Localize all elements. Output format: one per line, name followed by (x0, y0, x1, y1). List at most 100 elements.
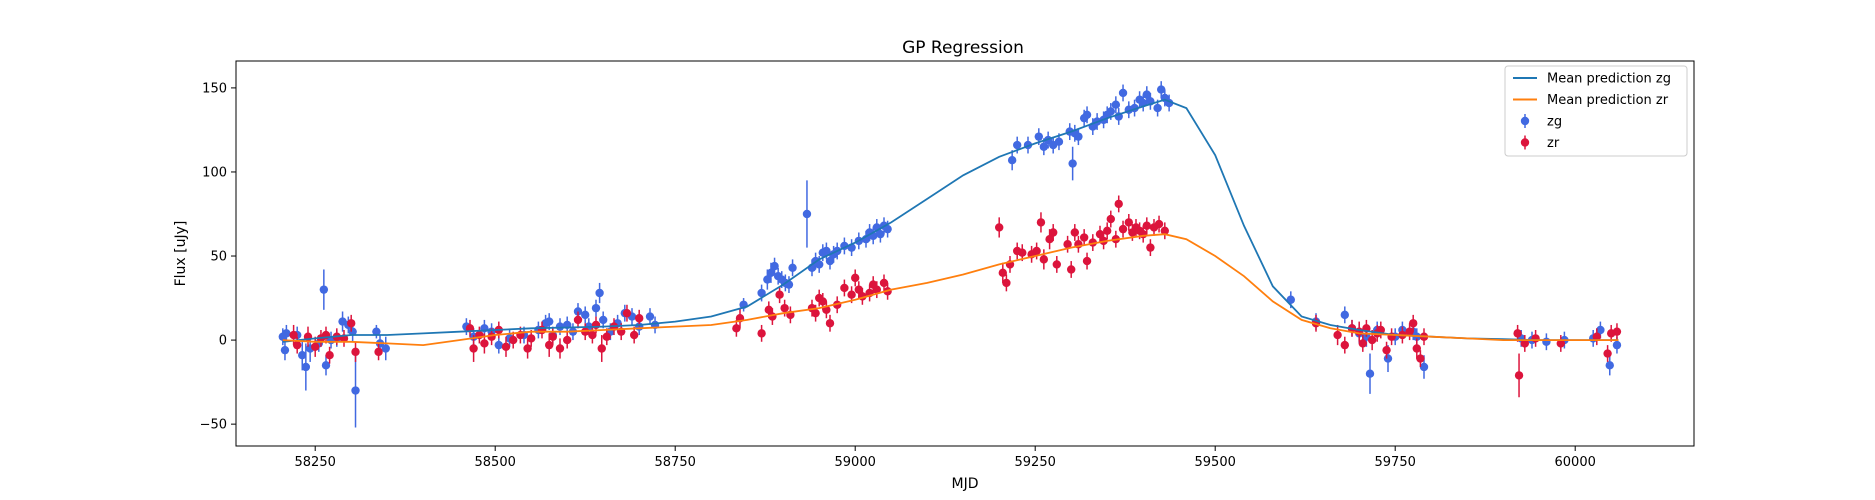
data-point (818, 297, 827, 306)
data-point (1124, 218, 1134, 227)
data-point (469, 344, 478, 353)
data-point (1612, 327, 1622, 336)
data-point (591, 303, 601, 313)
data-point (775, 290, 784, 299)
data-point (825, 256, 835, 266)
y-tick-label: 0 (219, 334, 227, 349)
data-point (757, 329, 766, 338)
data-point (1383, 354, 1393, 363)
data-point (1513, 329, 1522, 338)
data-point (1074, 132, 1083, 141)
series-zg (278, 81, 1622, 428)
data-point (282, 329, 291, 338)
data-point (1070, 228, 1080, 237)
data-point (494, 340, 503, 350)
data-point (1045, 235, 1054, 244)
data-point (1605, 361, 1614, 370)
data-point (847, 290, 856, 299)
data-point (301, 362, 311, 372)
data-point (1153, 103, 1162, 113)
data-point (1039, 255, 1049, 264)
data-point (1054, 137, 1064, 146)
data-point (1034, 132, 1044, 141)
data-point (523, 344, 532, 353)
legend-marker (1520, 138, 1530, 147)
data-point (1409, 319, 1418, 328)
data-point (1063, 240, 1072, 249)
data-point (1049, 228, 1058, 237)
legend: Mean prediction zg Mean prediction zr zg zr (1504, 65, 1688, 157)
data-point (298, 351, 307, 360)
y-tick-label: −50 (200, 418, 227, 433)
data-point (851, 273, 860, 283)
data-point (1118, 88, 1128, 98)
data-point (1142, 90, 1152, 99)
data-point (825, 319, 835, 328)
series-layer (278, 81, 1622, 428)
data-point (1082, 110, 1092, 119)
legend-label: Mean prediction zr (1547, 93, 1669, 108)
data-point (883, 224, 892, 234)
data-point (1596, 325, 1605, 335)
data-point (1146, 243, 1155, 252)
y-axis-label: Flux [uJy] (173, 221, 189, 287)
data-point (1603, 349, 1612, 358)
data-point (597, 344, 606, 353)
data-point (480, 339, 489, 348)
data-point (1531, 334, 1540, 343)
data-point (770, 261, 779, 271)
data-point (1079, 233, 1089, 242)
data-point (1412, 344, 1422, 353)
data-point (293, 340, 302, 350)
plot-frame (235, 60, 1695, 447)
data-point (764, 305, 773, 315)
data-point (1013, 140, 1022, 150)
legend-label: zr (1547, 136, 1560, 151)
data-point (1095, 229, 1105, 239)
data-point (635, 314, 644, 323)
legend-box (1504, 65, 1688, 157)
data-point (822, 246, 831, 256)
data-point (780, 303, 789, 313)
data-point (876, 229, 885, 239)
data-point (555, 322, 565, 331)
data-point (325, 351, 334, 360)
data-point (527, 334, 536, 343)
x-axis-label: MJD (952, 476, 979, 492)
data-point (1052, 260, 1062, 269)
data-point (351, 347, 360, 357)
data-point (1114, 199, 1123, 209)
data-point (1358, 339, 1368, 348)
data-point (1514, 371, 1524, 380)
data-point (1365, 369, 1375, 378)
data-point (1039, 142, 1049, 151)
data-point (537, 325, 547, 335)
data-point (1542, 337, 1551, 346)
data-point (1018, 248, 1027, 257)
data-point (1111, 100, 1121, 109)
data-point (629, 330, 639, 340)
data-point (1142, 221, 1152, 230)
data-point (811, 308, 820, 318)
data-point (815, 260, 824, 269)
x-tick-label: 60000 (1555, 455, 1596, 470)
series-line (282, 98, 1619, 343)
data-point (1340, 310, 1350, 320)
data-point (311, 342, 320, 352)
data-point (1367, 335, 1377, 345)
data-point (289, 330, 298, 340)
data-point (1612, 340, 1622, 350)
y-tick-label: 50 (210, 250, 227, 265)
x-tick-label: 58500 (475, 455, 516, 470)
data-point (766, 268, 776, 278)
data-point (879, 278, 889, 288)
data-point (545, 340, 554, 350)
data-point (1103, 226, 1112, 236)
data-point (802, 209, 812, 219)
data-point (1340, 340, 1350, 350)
data-point (1405, 327, 1414, 336)
data-point (555, 344, 565, 353)
y-tick-label: 100 (202, 165, 227, 180)
x-tick-label: 59250 (1015, 455, 1056, 470)
x-tick-label: 59000 (835, 455, 876, 470)
